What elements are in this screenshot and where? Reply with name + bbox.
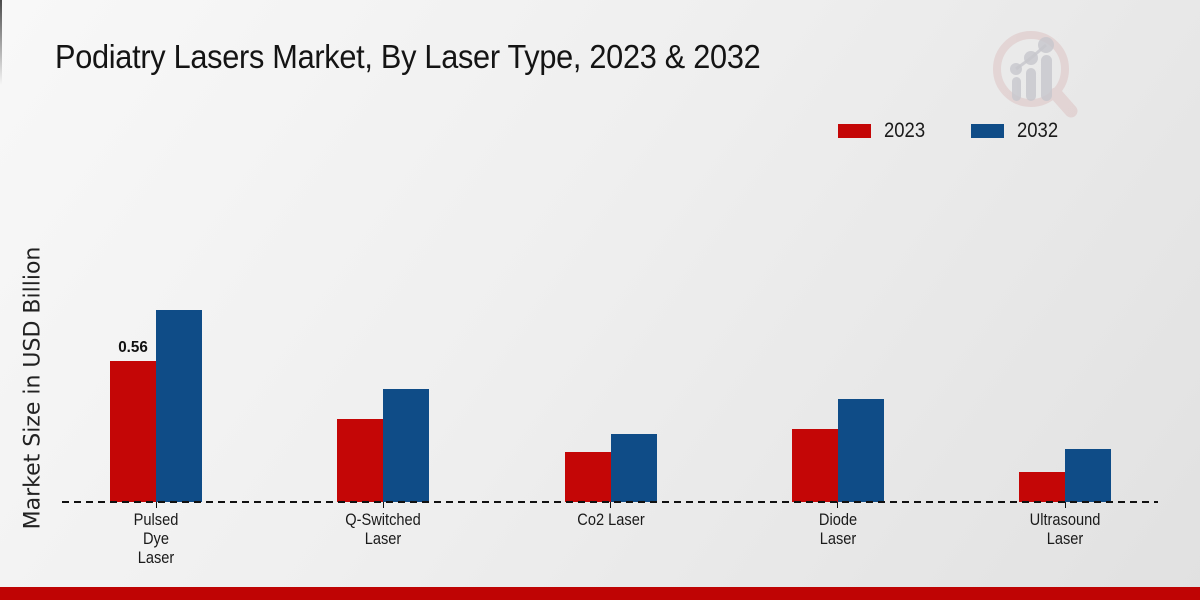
legend-swatch-2023 (838, 123, 871, 138)
legend-item-2023: 2023 (838, 120, 931, 141)
category-label-pulsed-dye-laser: Pulsed Dye Laser (133, 510, 179, 567)
category-label-diode-laser: Diode Laser (818, 510, 857, 548)
chart-legend: 2023 2032 (838, 120, 1063, 141)
bar-2032-q-switched-laser (383, 389, 430, 502)
x-axis-tick (610, 502, 611, 508)
bar-2023-ultrasound-laser (1019, 472, 1065, 502)
brand-logo-icon (993, 31, 1078, 118)
bar-2032-ultrasound-laser (1065, 449, 1111, 502)
bar-2032-co2-laser (610, 434, 657, 502)
x-axis-tick (837, 502, 839, 508)
legend-item-2032: 2032 (970, 119, 1064, 142)
x-axis-baseline (62, 501, 1158, 503)
bar-2032-pulsed-dye-laser (156, 310, 202, 502)
chart-title: Podiatry Lasers Market, By Laser Type, 2… (55, 38, 761, 75)
bar-2023-diode-laser (791, 429, 838, 502)
bar-2023-q-switched-laser (337, 419, 384, 502)
x-axis-tick (1064, 502, 1066, 508)
x-axis-tick (155, 502, 157, 508)
bar-value-label: 0.56 (118, 339, 148, 356)
category-label-co2-laser: Co2 Laser (576, 510, 645, 529)
category-label-q-switched-laser: Q-Switched Laser (345, 510, 422, 548)
x-axis-tick (382, 502, 384, 508)
legend-label: 2032 (1016, 119, 1058, 142)
bar-2023-pulsed-dye-laser (110, 361, 156, 502)
category-label-ultrasound-laser: Ultrasound Laser (1029, 510, 1101, 548)
legend-swatch-2032 (970, 123, 1004, 138)
legend-label: 2023 (884, 119, 926, 142)
footer-accent-bar (0, 587, 1200, 600)
bar-2023-co2-laser (564, 452, 611, 502)
screenshot-corner-artifact (0, 0, 2, 85)
bar-2032-diode-laser (837, 399, 884, 502)
